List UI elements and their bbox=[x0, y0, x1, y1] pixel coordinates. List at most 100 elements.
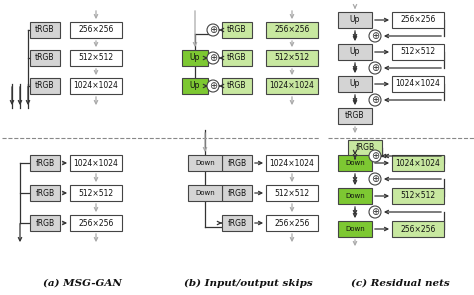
Text: 512×512: 512×512 bbox=[401, 47, 436, 57]
FancyBboxPatch shape bbox=[70, 50, 122, 66]
Text: 512×512: 512×512 bbox=[274, 53, 310, 63]
Text: (c) Residual nets: (c) Residual nets bbox=[351, 278, 449, 288]
Text: 512×512: 512×512 bbox=[274, 189, 310, 197]
Text: 256×256: 256×256 bbox=[78, 219, 114, 227]
Text: fRGB: fRGB bbox=[228, 189, 246, 197]
Text: 256×256: 256×256 bbox=[401, 16, 436, 24]
FancyBboxPatch shape bbox=[266, 155, 318, 171]
Text: ⊕: ⊕ bbox=[371, 31, 379, 41]
Text: tRGB: tRGB bbox=[345, 112, 365, 120]
Circle shape bbox=[369, 30, 381, 42]
Text: 1024×1024: 1024×1024 bbox=[270, 81, 314, 91]
Circle shape bbox=[369, 94, 381, 106]
FancyBboxPatch shape bbox=[30, 155, 60, 171]
Text: Down: Down bbox=[345, 226, 365, 232]
Text: 256×256: 256×256 bbox=[274, 219, 310, 227]
FancyBboxPatch shape bbox=[70, 215, 122, 231]
Text: (b) Input/output skips: (b) Input/output skips bbox=[183, 278, 312, 288]
FancyBboxPatch shape bbox=[392, 44, 444, 60]
FancyBboxPatch shape bbox=[266, 22, 318, 38]
FancyBboxPatch shape bbox=[392, 155, 444, 171]
FancyBboxPatch shape bbox=[182, 78, 208, 94]
Text: 256×256: 256×256 bbox=[401, 224, 436, 234]
Text: tRGB: tRGB bbox=[35, 81, 55, 91]
Text: ⊕: ⊕ bbox=[371, 207, 379, 217]
Text: fRGB: fRGB bbox=[36, 158, 55, 168]
FancyBboxPatch shape bbox=[392, 221, 444, 237]
Circle shape bbox=[369, 62, 381, 74]
FancyBboxPatch shape bbox=[222, 215, 252, 231]
Text: 1024×1024: 1024×1024 bbox=[73, 158, 118, 168]
FancyBboxPatch shape bbox=[338, 221, 372, 237]
FancyBboxPatch shape bbox=[30, 50, 60, 66]
Text: (a) MSG-GAN: (a) MSG-GAN bbox=[43, 278, 121, 288]
FancyBboxPatch shape bbox=[348, 140, 382, 156]
Text: tRGB: tRGB bbox=[35, 25, 55, 35]
FancyBboxPatch shape bbox=[222, 155, 252, 171]
FancyBboxPatch shape bbox=[392, 76, 444, 92]
Text: Up: Up bbox=[350, 16, 360, 24]
FancyBboxPatch shape bbox=[30, 78, 60, 94]
FancyBboxPatch shape bbox=[392, 12, 444, 28]
FancyBboxPatch shape bbox=[70, 185, 122, 201]
Circle shape bbox=[207, 52, 219, 64]
FancyBboxPatch shape bbox=[338, 76, 372, 92]
Text: 256×256: 256×256 bbox=[78, 25, 114, 35]
Text: tRGB: tRGB bbox=[227, 81, 247, 91]
FancyBboxPatch shape bbox=[338, 155, 372, 171]
FancyBboxPatch shape bbox=[188, 155, 222, 171]
FancyBboxPatch shape bbox=[338, 188, 372, 204]
Text: 512×512: 512×512 bbox=[78, 53, 114, 63]
Circle shape bbox=[369, 173, 381, 185]
Text: 512×512: 512×512 bbox=[401, 191, 436, 201]
FancyBboxPatch shape bbox=[30, 22, 60, 38]
Circle shape bbox=[369, 206, 381, 218]
Text: Down: Down bbox=[195, 190, 215, 196]
Text: 1024×1024: 1024×1024 bbox=[396, 79, 440, 88]
Text: ⊕: ⊕ bbox=[209, 81, 217, 91]
FancyBboxPatch shape bbox=[70, 22, 122, 38]
Text: 512×512: 512×512 bbox=[78, 189, 114, 197]
FancyBboxPatch shape bbox=[222, 50, 252, 66]
Text: ⊕: ⊕ bbox=[371, 63, 379, 73]
FancyBboxPatch shape bbox=[222, 78, 252, 94]
Text: Down: Down bbox=[195, 160, 215, 166]
FancyBboxPatch shape bbox=[392, 188, 444, 204]
Text: ⊕: ⊕ bbox=[209, 53, 217, 63]
Circle shape bbox=[369, 150, 381, 162]
Circle shape bbox=[207, 80, 219, 92]
FancyBboxPatch shape bbox=[266, 50, 318, 66]
Text: 1024×1024: 1024×1024 bbox=[396, 158, 440, 168]
Text: fRGB: fRGB bbox=[36, 189, 55, 197]
FancyBboxPatch shape bbox=[338, 12, 372, 28]
FancyBboxPatch shape bbox=[30, 215, 60, 231]
Text: fRGB: fRGB bbox=[228, 219, 246, 227]
Text: tRGB: tRGB bbox=[227, 53, 247, 63]
Text: Up: Up bbox=[350, 79, 360, 88]
Text: ⊕: ⊕ bbox=[371, 174, 379, 184]
FancyBboxPatch shape bbox=[188, 185, 222, 201]
Text: 256×256: 256×256 bbox=[274, 25, 310, 35]
FancyBboxPatch shape bbox=[70, 78, 122, 94]
Text: Up: Up bbox=[350, 47, 360, 57]
Text: 1024×1024: 1024×1024 bbox=[270, 158, 314, 168]
Text: fRGB: fRGB bbox=[228, 158, 246, 168]
Text: Down: Down bbox=[345, 160, 365, 166]
Text: fRGB: fRGB bbox=[36, 219, 55, 227]
Circle shape bbox=[207, 24, 219, 36]
FancyBboxPatch shape bbox=[338, 108, 372, 124]
Text: Up: Up bbox=[190, 81, 200, 91]
FancyBboxPatch shape bbox=[338, 44, 372, 60]
FancyBboxPatch shape bbox=[222, 22, 252, 38]
Text: Up: Up bbox=[190, 53, 200, 63]
Text: tRGB: tRGB bbox=[35, 53, 55, 63]
Text: Down: Down bbox=[345, 193, 365, 199]
FancyBboxPatch shape bbox=[70, 155, 122, 171]
Text: ⊕: ⊕ bbox=[371, 95, 379, 105]
Text: ⊕: ⊕ bbox=[209, 25, 217, 35]
Text: fRGB: fRGB bbox=[356, 143, 374, 153]
FancyBboxPatch shape bbox=[30, 185, 60, 201]
FancyBboxPatch shape bbox=[266, 78, 318, 94]
Text: 1024×1024: 1024×1024 bbox=[73, 81, 118, 91]
Text: ⊕: ⊕ bbox=[371, 151, 379, 161]
